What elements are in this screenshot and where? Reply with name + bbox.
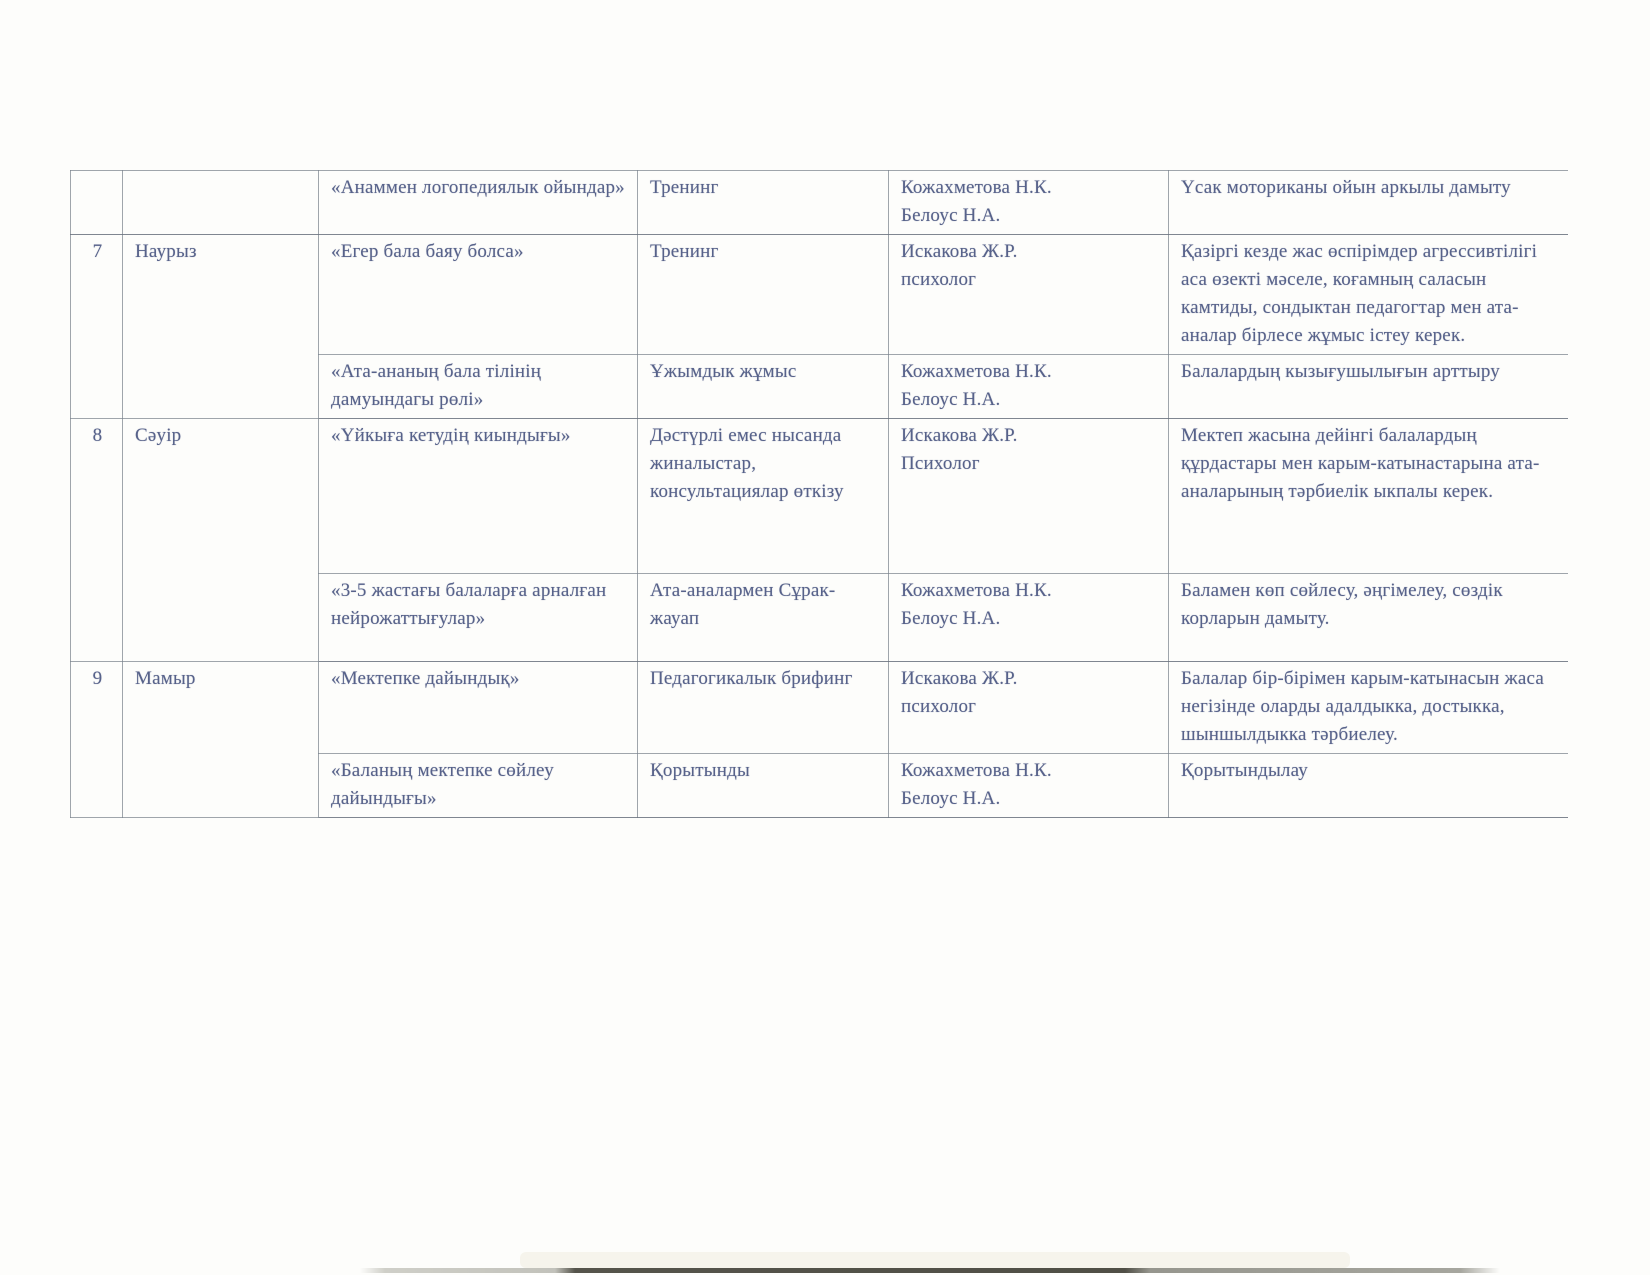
cell-result: Балалардың кызығушылығын арттыру bbox=[1168, 354, 1568, 419]
activity-plan-table: «Анаммен логопедиялык ойындар» Тренинг К… bbox=[70, 170, 1568, 818]
cell-format: Дәстүрлі емес нысанда жиналыстар, консул… bbox=[637, 418, 889, 574]
cell-responsible: Кожахметова Н.К. Белоус Н.А. bbox=[888, 573, 1169, 662]
cell-responsible: Искакова Ж.Р. психолог bbox=[888, 661, 1169, 754]
cell-number: 8 bbox=[70, 418, 123, 662]
cell-format: Ата-аналармен Сұрак-жауап bbox=[637, 573, 889, 662]
cell-format: Тренинг bbox=[637, 170, 889, 235]
cell-format: Қорытынды bbox=[637, 753, 889, 818]
table-row: 7 Наурыз «Егер бала баяу болса» Тренинг … bbox=[70, 234, 1568, 419]
table-row: 8 Сәуір «Үйкыға кетудің киындығы» Дәстүр… bbox=[70, 418, 1568, 662]
table-row: «Анаммен логопедиялык ойындар» Тренинг К… bbox=[70, 170, 1568, 235]
cell-month bbox=[122, 170, 319, 235]
cell-responsible: Искакова Ж.Р. психолог bbox=[888, 234, 1169, 355]
cell-topic: «Мектепке дайындық» bbox=[318, 661, 638, 754]
cell-format: Тренинг bbox=[637, 234, 889, 355]
cell-result: Мектеп жасына дейінгі балалардың құрдаст… bbox=[1168, 418, 1568, 574]
cell-number: 7 bbox=[70, 234, 123, 419]
cell-responsible: Кожахметова Н.К. Белоус Н.А. bbox=[888, 753, 1169, 818]
cell-number: 9 bbox=[70, 661, 123, 818]
scan-smudge-artifact bbox=[520, 1252, 1350, 1268]
cell-topic: «3-5 жастағы балаларға арналған нейрожат… bbox=[318, 573, 638, 662]
scan-edge-artifact bbox=[0, 1268, 1650, 1273]
cell-format: Педагогикалык брифинг bbox=[637, 661, 889, 754]
cell-result: Балалар бір-бірімен карым-катынасын жаса… bbox=[1168, 661, 1568, 754]
cell-topic: «Анаммен логопедиялык ойындар» bbox=[318, 170, 638, 235]
cell-number bbox=[70, 170, 123, 235]
cell-topic: «Баланың мектепке сөйлеу дайындығы» bbox=[318, 753, 638, 818]
cell-month: Наурыз bbox=[122, 234, 319, 419]
cell-month: Сәуір bbox=[122, 418, 319, 662]
table-row: «Ата-ананың бала тілінің дамуындагы рөлі… bbox=[71, 354, 1568, 419]
cell-result: Қорытындылау bbox=[1168, 753, 1568, 818]
cell-result: Қазіргі кезде жас өспірімдер агрессивтіл… bbox=[1168, 234, 1568, 355]
cell-result: Баламен көп сөйлесу, әңгімелеу, сөздік к… bbox=[1168, 573, 1568, 662]
cell-format: Ұжымдык жұмыс bbox=[637, 354, 889, 419]
cell-responsible: Кожахметова Н.К. Белоус Н.А. bbox=[888, 170, 1169, 235]
cell-responsible: Кожахметова Н.К. Белоус Н.А. bbox=[888, 354, 1169, 419]
cell-result: Үсак моториканы ойын аркылы дамыту bbox=[1168, 170, 1568, 235]
table-row: «Баланың мектепке сөйлеу дайындығы» Қоры… bbox=[71, 753, 1568, 818]
cell-topic: «Ата-ананың бала тілінің дамуындагы рөлі… bbox=[318, 354, 638, 419]
cell-month: Мамыр bbox=[122, 661, 319, 818]
cell-responsible: Искакова Ж.Р. Психолог bbox=[888, 418, 1169, 574]
cell-topic: «Егер бала баяу болса» bbox=[318, 234, 638, 355]
table-row: 9 Мамыр «Мектепке дайындық» Педагогикалы… bbox=[70, 661, 1568, 818]
cell-topic: «Үйкыға кетудің киындығы» bbox=[318, 418, 638, 574]
